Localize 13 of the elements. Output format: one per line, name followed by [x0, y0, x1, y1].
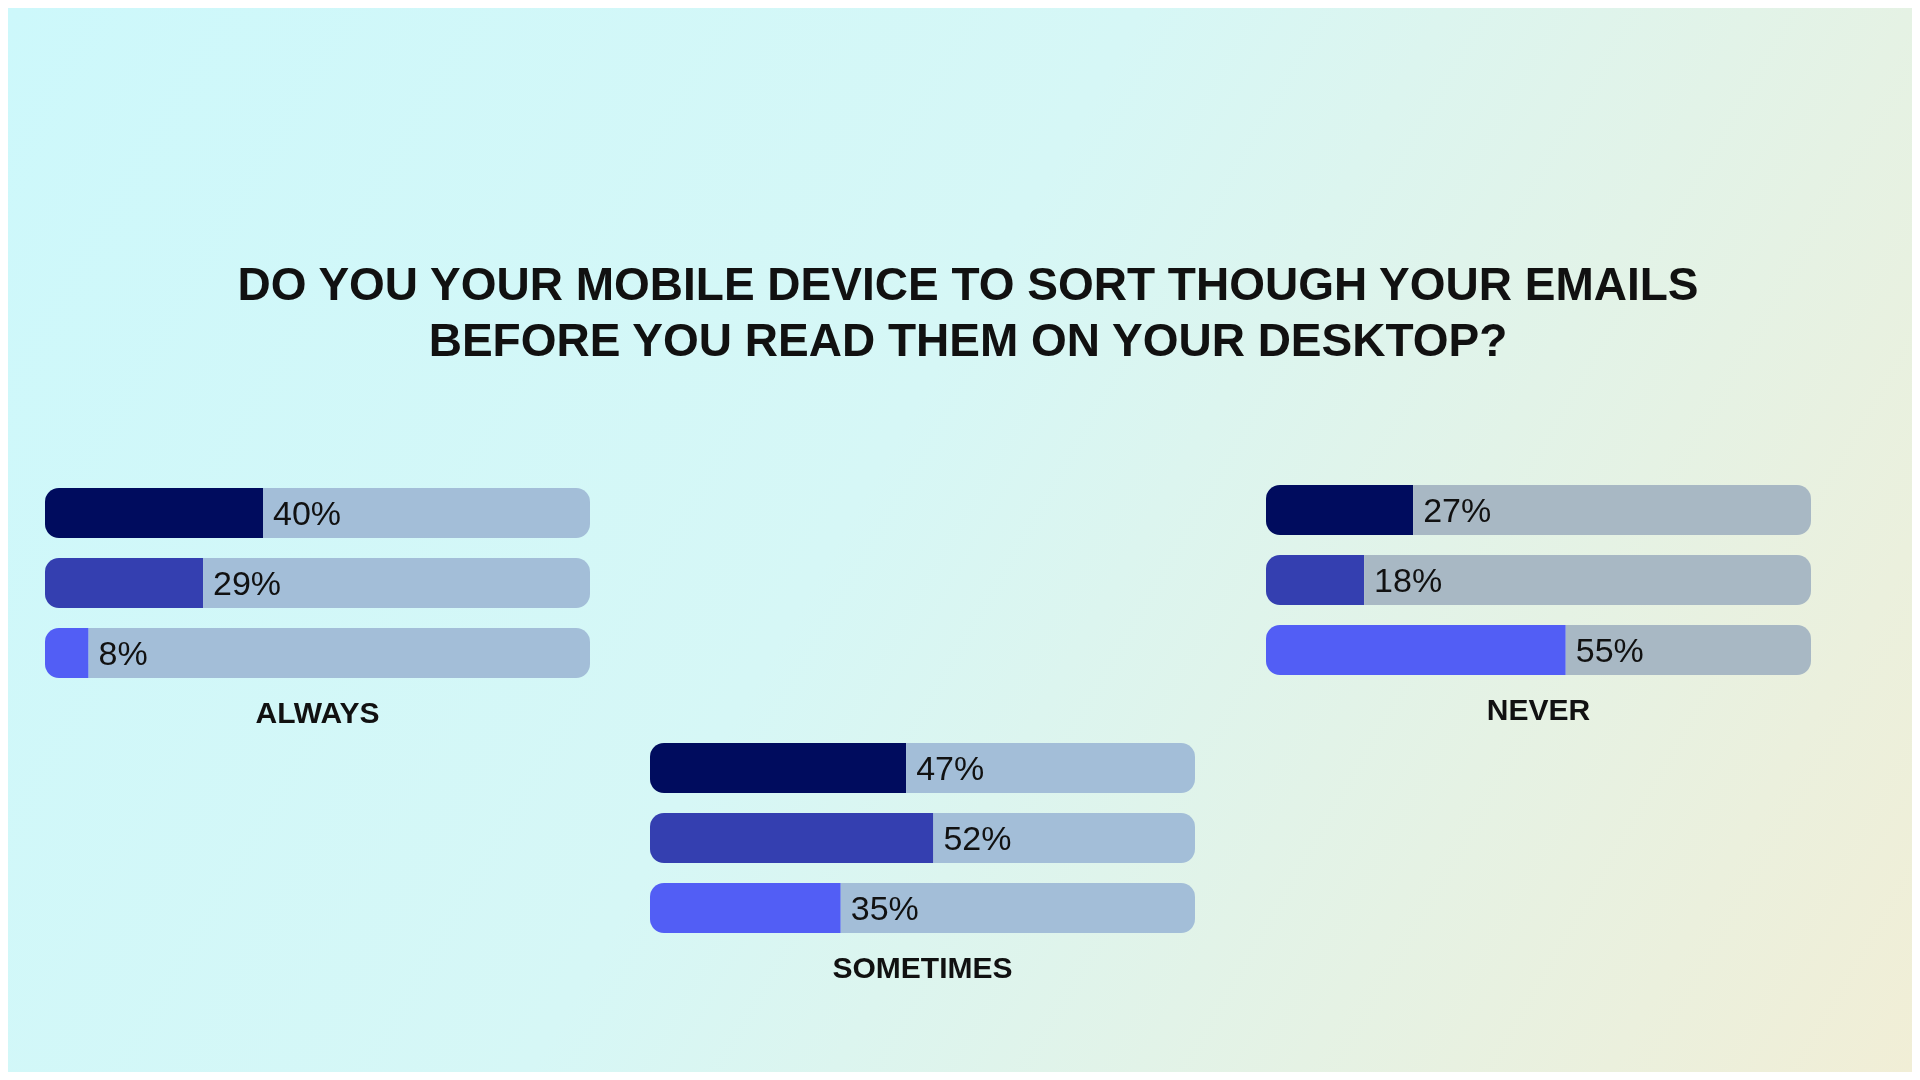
data-label: 27% — [1423, 491, 1492, 529]
x-axis-title: SOMETIMES — [831, 951, 1014, 985]
data-label: 8% — [98, 634, 148, 672]
data-label: 35% — [850, 889, 919, 927]
data-label: 52% — [943, 819, 1012, 857]
data-label: 29% — [213, 564, 282, 602]
data-label: 40% — [273, 494, 342, 532]
data-label: 18% — [1374, 561, 1443, 599]
data-label: 47% — [916, 749, 985, 787]
x-axis-title: NEVER — [1485, 693, 1592, 727]
x-axis-title: ALWAYS — [254, 696, 381, 730]
data-label: 55% — [1575, 631, 1644, 669]
text: DO YOU YOUR MOBILE DEVICE TO SORT THOUGH YOUR EMAILS BEFORE YOU READ THEM ON YOUR DESKTOP? — [236, 257, 1700, 368]
